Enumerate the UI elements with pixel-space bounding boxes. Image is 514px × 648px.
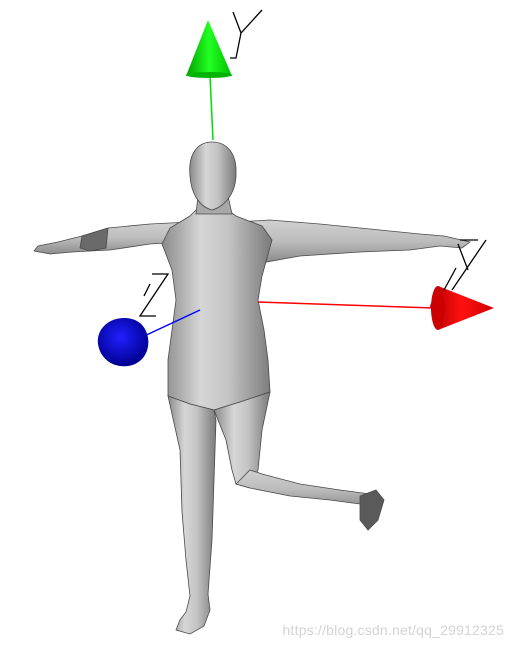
y-axis[interactable] — [186, 10, 262, 140]
mesh-right-shin — [236, 470, 376, 508]
mesh-left-leg — [168, 396, 216, 634]
y-axis-label — [230, 10, 262, 58]
x-axis-arrow-base — [431, 286, 445, 330]
mesh-right-foot — [360, 490, 384, 530]
human-mesh-model[interactable] — [34, 142, 470, 634]
mesh-right-arm — [238, 220, 470, 262]
mesh-torso — [162, 210, 272, 410]
z-axis-label — [140, 274, 168, 316]
y-axis-line — [210, 76, 213, 140]
watermark-text: https://blog.csdn.net/qq_29912325 — [283, 622, 504, 638]
z-axis-arrowhead — [98, 318, 149, 366]
y-axis-arrowhead — [186, 20, 232, 76]
x-axis-line — [258, 302, 434, 308]
x-axis-label — [444, 240, 486, 290]
mesh-left-forearm-shade — [80, 228, 108, 251]
y-axis-arrow-base — [186, 72, 232, 78]
